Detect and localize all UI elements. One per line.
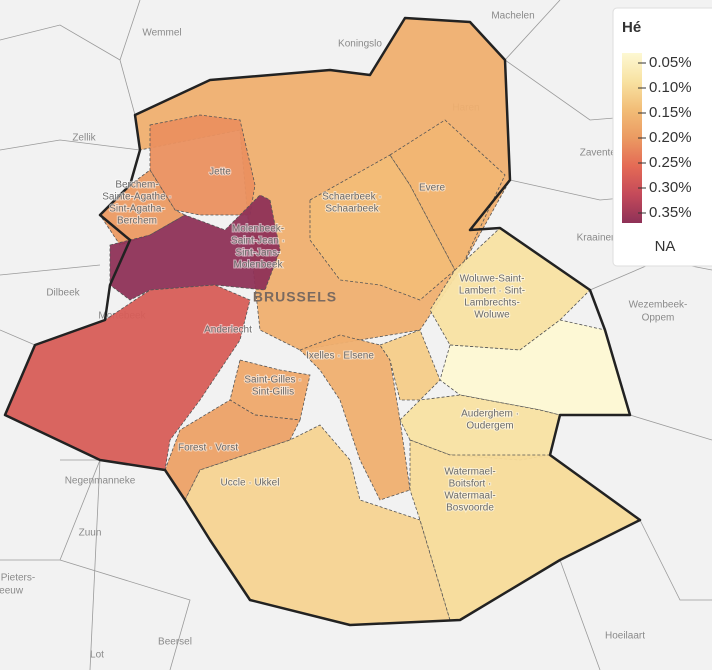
legend-tick-label: 0.35% [649, 204, 692, 221]
legend-title: Hé [622, 19, 641, 36]
place-label: Wezembeek- [629, 300, 688, 311]
region-label: Ixelles · Elsene [306, 351, 374, 362]
region-label: Watermaal- [444, 491, 495, 502]
region-label: BRUSSELS [253, 289, 337, 305]
region-label: Schaarbeek [325, 204, 379, 215]
place-label: Koningslo [338, 39, 382, 50]
place-label: Zellik [72, 133, 96, 144]
place-label: Hoeilaart [605, 631, 645, 642]
region-label: Uccle · Ukkel [221, 478, 280, 489]
region [99, 169, 186, 246]
region-label: Watermael- [444, 467, 495, 478]
legend-tick-label: 0.10% [649, 79, 692, 96]
legend-na: NA [655, 238, 676, 255]
region [429, 227, 591, 351]
region [109, 194, 281, 301]
region-label: Auderghem · [461, 409, 519, 420]
region-label: Lambrechts- [464, 298, 520, 309]
region-label: Molenbeek- [232, 224, 284, 235]
place-label: leeuw [0, 586, 24, 597]
region-label: Saint-Gilles · [244, 375, 301, 386]
place-label: Pieters- [1, 573, 35, 584]
legend-tick-label: 0.15% [649, 104, 692, 121]
place-label: Zuun [79, 528, 102, 539]
place-label: Oppem [642, 313, 675, 324]
legend-tick-label: 0.25% [649, 154, 692, 171]
regions [4, 17, 641, 626]
place-label: Wemmel [142, 28, 181, 39]
region-label: Bosvoorde [446, 503, 494, 514]
region-label: Anderlecht [204, 325, 252, 336]
legend-tick-label: 0.05% [649, 54, 692, 71]
region-label: Evere [419, 183, 446, 194]
region [309, 154, 456, 301]
region-label: Berchem- [115, 180, 158, 191]
place-label: Negenmanneke [65, 476, 136, 487]
region-label: Sint-Agatha- [109, 204, 165, 215]
region-outline [3, 16, 642, 627]
place-label: Kraainem [577, 233, 620, 244]
place-label: Dilbeek [46, 288, 80, 299]
place-label: Zaventem [580, 148, 624, 159]
legend: Hé NA 0.05% 0.10% 0.15% 0.20% 0.25% 0.30% 0.35… [612, 7, 712, 267]
place-label: Machelen [491, 11, 534, 22]
region-label: Woluwe [474, 310, 510, 321]
region-label: Boitsfort · [449, 479, 492, 490]
region-label: Schaerbeek · [322, 192, 381, 203]
region [379, 329, 441, 401]
region-label: Berchem [117, 216, 157, 227]
region-label: Woluwe-Saint- [460, 274, 525, 285]
region-label: Saint-Jean · [231, 236, 285, 247]
region-label: Sainte-Agathe · [102, 192, 172, 203]
region [439, 319, 631, 416]
legend-tick-label: 0.30% [649, 179, 692, 196]
legend-tick-label: 0.20% [649, 129, 692, 146]
region [149, 114, 256, 216]
region [299, 334, 411, 501]
region-label: Oudergem [466, 421, 513, 432]
region-label: Forest · Vorst [178, 443, 238, 454]
place-label: Lot [90, 650, 104, 661]
region-label: Sint-Gillis [252, 387, 294, 398]
region-label: Lambert · Sint- [459, 286, 525, 297]
region-label: Jette [209, 167, 231, 178]
region-label: Sint-Jans- [235, 248, 280, 259]
legend-bar [622, 53, 642, 223]
region-label: Molenbeek [234, 260, 284, 271]
place-label: Beersel [158, 637, 192, 648]
